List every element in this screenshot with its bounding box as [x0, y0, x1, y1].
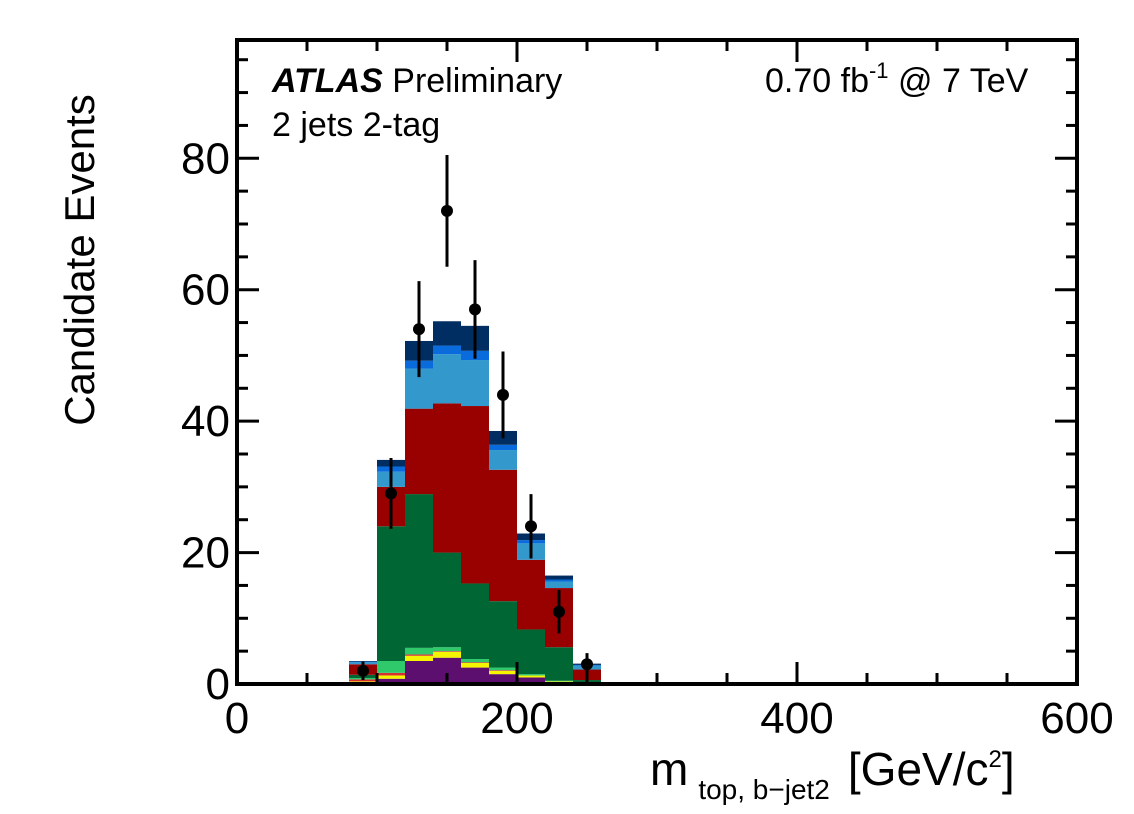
atlas-label: ATLAS Preliminary: [272, 62, 562, 101]
bar-w-light-jets-bin-11: [545, 680, 573, 682]
bar-diboson-bin-7: [433, 651, 461, 658]
bar-multijet-bin-5: [377, 678, 405, 684]
y-tick-label-40: 40: [181, 397, 230, 446]
x-tick-label-0: 0: [225, 694, 249, 743]
bar-w-heavy-flavour-bin-5: [377, 526, 405, 661]
x-tick-label-400: 400: [760, 694, 833, 743]
x-axis-label: m top, b−jet2 [GeV/c2]: [650, 742, 1015, 805]
bar-single-top-wt-bin-9: [489, 450, 517, 470]
bar-single-top-wt-bin-11: [545, 581, 573, 589]
data-point-3: [441, 204, 453, 217]
y-tick-label-80: 80: [181, 134, 230, 183]
bar-w-heavy-flavour-bin-9: [489, 601, 517, 668]
x-axis-variable: m: [650, 743, 689, 795]
data-point-8: [581, 658, 593, 671]
y-axis-label-container: Candidate Events: [40, 60, 120, 460]
data-point-2: [413, 323, 425, 336]
bar-tt-bin-7: [433, 403, 461, 553]
bar-w-light-jets-bin-6: [405, 647, 433, 655]
bar-diboson-bin-6: [405, 655, 433, 661]
data-point-5: [497, 388, 509, 401]
bar-tt-bin-10: [517, 559, 545, 630]
lumi-superscript: -1: [868, 58, 889, 83]
data-point-6: [525, 520, 537, 533]
bar-tt-bin-9: [489, 469, 517, 602]
bar-single-top-wt-bin-8: [461, 360, 489, 407]
data-point-7: [553, 605, 565, 618]
y-tick-label-60: 60: [181, 266, 230, 315]
preliminary-text: Preliminary: [392, 62, 563, 100]
bar-multijet-bin-9: [489, 674, 517, 684]
bar-w-light-jets-bin-9: [489, 667, 517, 671]
bar-multijet-bin-10: [517, 677, 545, 684]
bar-tt-bin-6: [405, 408, 433, 495]
bar-diboson-bin-10: [517, 675, 545, 678]
bar-w-light-jets-bin-10: [517, 674, 545, 676]
bar-single-top-t-channel-bin-11: [545, 575, 573, 580]
bar-w-heavy-flavour-bin-7: [433, 552, 461, 648]
bar-diboson-bin-9: [489, 670, 517, 675]
bar-single-top-wt-bin-7: [433, 354, 461, 404]
bar-z-jets-bin-7: [433, 651, 461, 652]
bar-multijet-bin-6: [405, 661, 433, 684]
data-point-1: [385, 487, 397, 500]
bar-diboson-bin-5: [377, 675, 405, 679]
bar-w-heavy-flavour-bin-11: [545, 647, 573, 681]
bar-w-light-jets-bin-8: [461, 659, 489, 663]
bar-w-heavy-flavour-bin-6: [405, 494, 433, 648]
bar-w-heavy-flavour-bin-8: [461, 583, 489, 660]
bar-z-jets-bin-4: [349, 679, 377, 682]
bar-single-top-s-channel-bin-11: [545, 579, 573, 582]
data-point-4: [469, 303, 481, 316]
bar-diboson-bin-8: [461, 662, 489, 668]
bar-multijet-bin-8: [461, 667, 489, 684]
bar-tt-bin-8: [461, 406, 489, 584]
luminosity-label: 0.70 fb-1 @ 7 TeV: [765, 58, 1029, 101]
y-tick-label-20: 20: [181, 529, 230, 578]
x-tick-label-600: 600: [1040, 694, 1113, 743]
bar-w-light-jets-bin-5: [377, 661, 405, 673]
bar-single-top-t-channel-bin-4: [349, 661, 377, 662]
bar-z-jets-bin-5: [377, 672, 405, 676]
bar-w-light-jets-bin-7: [433, 647, 461, 652]
lumi-suffix: @ 7 TeV: [888, 62, 1029, 100]
x-axis-subscript: top, b−jet2: [698, 774, 830, 805]
data-point-0: [357, 664, 369, 677]
bar-diboson-bin-11: [545, 681, 573, 683]
y-tick-label-0: 0: [206, 660, 230, 709]
bar-z-jets-bin-9: [489, 670, 517, 671]
bar-single-top-s-channel-bin-7: [433, 345, 461, 355]
bar-single-top-s-channel-bin-9: [489, 444, 517, 451]
bar-z-jets-bin-8: [461, 662, 489, 663]
atlas-logo-text: ATLAS: [272, 62, 383, 100]
x-axis-unit-sup: 2: [988, 746, 1002, 773]
bar-z-jets-bin-6: [405, 654, 433, 656]
x-axis-unit: [GeV/c: [847, 743, 989, 795]
lumi-prefix: 0.70 fb: [765, 62, 869, 100]
bar-w-heavy-flavour-bin-10: [517, 629, 545, 675]
channel-label: 2 jets 2-tag: [272, 106, 441, 144]
x-axis-unit-close: ]: [1001, 743, 1015, 795]
bar-single-top-t-channel-bin-7: [433, 321, 461, 346]
x-tick-label-200: 200: [480, 694, 553, 743]
y-axis-label: Candidate Events: [56, 94, 103, 426]
